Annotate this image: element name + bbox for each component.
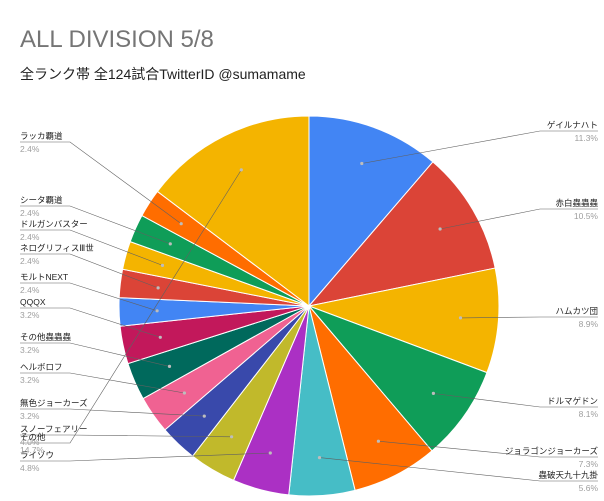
leader-line	[460, 316, 598, 319]
leader-dot	[182, 391, 186, 395]
slice-percent-label: 4.0%	[20, 437, 40, 447]
slice-percent-label: 3.2%	[20, 310, 40, 320]
leader-line	[20, 372, 185, 394]
leader-line	[20, 282, 158, 312]
leader-dot	[168, 242, 172, 246]
leader-dot	[431, 391, 435, 395]
leader-dot	[458, 316, 463, 320]
slice-percent-label: 2.4%	[20, 232, 40, 242]
leader-dot	[202, 414, 206, 418]
leader-dot	[438, 227, 442, 231]
slice-label: その他	[20, 432, 46, 442]
slice-labels: ゲイルナハト 11.3% 赤白蟲蟲蟲 10.5% ハムカツ団 8.9% ドルマゲドン 8.1%…	[20, 120, 598, 493]
leader-line	[440, 208, 598, 230]
leader-line	[20, 434, 232, 438]
slice-percent-label: 2.4%	[20, 285, 40, 295]
slice-percent-label: 2.4%	[20, 144, 40, 154]
leader-dot	[239, 168, 243, 172]
slice-label: ジョラゴンジョーカーズ	[505, 446, 599, 456]
slice-percent-label: 7.3%	[579, 459, 599, 469]
slice-percent-label: 2.4%	[20, 256, 40, 266]
slice-label: モルトNEXT	[20, 272, 68, 282]
slice-percent-label: 3.2%	[20, 375, 40, 385]
leader-dot	[360, 161, 364, 166]
leader-line	[378, 440, 598, 458]
leader-dot	[317, 456, 322, 460]
slice-label: ドルマゲドン	[547, 396, 598, 406]
slice-percent-label: 3.2%	[20, 345, 40, 355]
leader-dot	[167, 364, 172, 368]
slice-label: スノーフェアリー	[20, 424, 88, 434]
slice-label: QQQX	[20, 297, 46, 307]
slice-percent-label: 2.4%	[20, 208, 40, 218]
slice-label: 無色ジョーカーズ	[20, 398, 88, 408]
slice-percent-label: 3.2%	[20, 411, 40, 421]
chart-title: ALL DIVISION 5/8	[20, 26, 214, 53]
pie-slice	[308, 115, 434, 308]
pie-slice	[307, 267, 500, 374]
leader-line	[361, 130, 598, 164]
leader-dot	[158, 335, 162, 339]
slice-percent-label: 10.5%	[574, 211, 599, 221]
leader-line	[20, 408, 205, 417]
slice-label: 蟲破天九十九掛	[538, 470, 598, 480]
pie-slice	[307, 161, 496, 307]
slice-label: ヘルボロフ	[20, 362, 63, 372]
leader-line	[20, 452, 271, 462]
leader-line	[20, 205, 171, 245]
leader-line	[20, 141, 182, 224]
slice-percent-label: 8.1%	[579, 409, 599, 419]
slice-label: シータ覇道	[20, 195, 63, 205]
leader-dot	[160, 263, 165, 267]
slice-percent-label: 11.3%	[575, 133, 599, 143]
leader-line	[20, 253, 159, 289]
slice-label: ゲイルナハト	[547, 120, 598, 130]
leader-dot	[155, 309, 159, 313]
leader-line	[433, 393, 598, 408]
leader-line	[20, 307, 161, 338]
leader-line	[20, 229, 163, 266]
pie-slice	[156, 115, 310, 308]
pie-slice	[307, 304, 488, 452]
slice-label: ネログリフィスⅢ世	[20, 243, 94, 253]
leader-line	[20, 342, 170, 367]
pie-slices	[118, 115, 500, 497]
chart-subtitle: 全ランク帯 全124試合TwitterID @sumamame	[20, 66, 306, 82]
slice-label: 赤白蟲蟲蟲	[555, 198, 598, 208]
leader-dot	[156, 286, 160, 290]
slice-label: ラッカ覇道	[20, 131, 63, 141]
slice-label: ドルガンバスター	[20, 219, 88, 229]
slice-label: ライゾウ	[20, 450, 54, 460]
label-leaders	[20, 130, 598, 482]
leader-line	[20, 169, 242, 444]
slice-percent-label: 5.6%	[579, 483, 599, 493]
leader-dot	[230, 435, 234, 439]
leader-dot	[376, 439, 380, 443]
leader-line	[319, 457, 598, 482]
slice-percent-label: 4.8%	[20, 463, 40, 473]
slice-percent-label: 8.9%	[579, 319, 599, 329]
slice-percent-label: 14.7%	[20, 445, 45, 455]
leader-dot	[268, 451, 272, 455]
slice-label: ハムカツ団	[555, 306, 598, 316]
leader-dot	[179, 222, 183, 226]
slice-label: その他蟲蟲蟲	[20, 332, 72, 342]
